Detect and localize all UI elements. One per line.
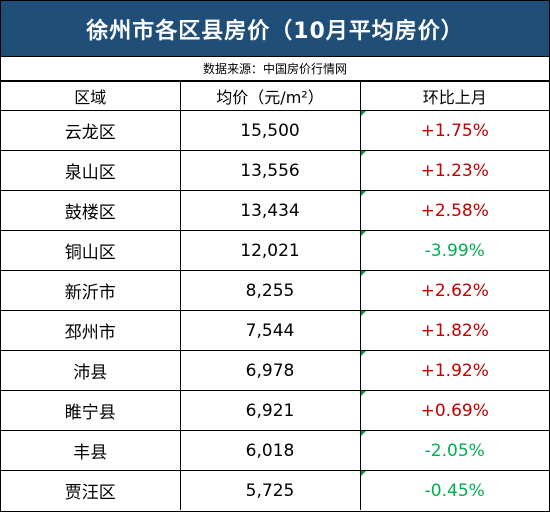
district-cell: 邳州市 — [1, 310, 181, 351]
table-title: 徐州市各区县房价（10月平均房价） — [1, 1, 549, 57]
table-row: 丰县 6,018 -2.05% — [1, 430, 549, 471]
price-table: 区域 均价（元/m²） 环比上月 云龙区 15,500 +1.75% 泉山区 1… — [1, 81, 549, 510]
price-cell: 6,018 — [179, 430, 361, 471]
change-cell: +1.82% — [359, 310, 549, 351]
price-cell: 8,255 — [179, 270, 361, 311]
table-row: 贾汪区 5,725 -0.45% — [1, 470, 549, 510]
cell-note-marker — [360, 351, 366, 356]
district-cell: 贾汪区 — [1, 470, 181, 510]
district-cell: 睢宁县 — [1, 390, 181, 431]
table-row: 云龙区 15,500 +1.75% — [1, 110, 549, 151]
price-cell: 12,021 — [179, 230, 361, 271]
table-row: 新沂市 8,255 +2.62% — [1, 270, 549, 311]
change-cell: +2.58% — [359, 190, 549, 231]
price-header: 均价（元/m²） — [179, 81, 361, 111]
change-header: 环比上月 — [359, 81, 549, 111]
cell-note-marker — [360, 231, 366, 236]
table-row: 睢宁县 6,921 +0.69% — [1, 390, 549, 431]
table-body: 云龙区 15,500 +1.75% 泉山区 13,556 +1.23% 鼓楼区 … — [1, 110, 549, 510]
price-cell: 5,725 — [179, 470, 361, 510]
change-cell: +1.23% — [359, 150, 549, 191]
header-row: 区域 均价（元/m²） 环比上月 — [1, 81, 549, 111]
change-cell: +1.75% — [359, 110, 549, 151]
cell-note-marker — [360, 431, 366, 436]
table-row: 鼓楼区 13,434 +2.58% — [1, 190, 549, 231]
district-cell: 沛县 — [1, 350, 181, 391]
table-row: 邳州市 7,544 +1.82% — [1, 310, 549, 351]
district-cell: 新沂市 — [1, 270, 181, 311]
cell-note-marker — [360, 111, 366, 116]
price-cell: 6,978 — [179, 350, 361, 391]
price-cell: 7,544 — [179, 310, 361, 351]
cell-note-marker — [360, 311, 366, 316]
table-row: 泉山区 13,556 +1.23% — [1, 150, 549, 191]
district-cell: 铜山区 — [1, 230, 181, 271]
cell-note-marker — [360, 151, 366, 156]
cell-note-marker — [360, 271, 366, 276]
price-cell: 15,500 — [179, 110, 361, 151]
change-cell: +1.92% — [359, 350, 549, 391]
change-cell: +2.62% — [359, 270, 549, 311]
change-cell: -2.05% — [359, 430, 549, 471]
table-row: 铜山区 12,021 -3.99% — [1, 230, 549, 271]
cell-note-marker — [360, 471, 366, 476]
price-cell: 13,556 — [179, 150, 361, 191]
district-cell: 泉山区 — [1, 150, 181, 191]
change-cell: -3.99% — [359, 230, 549, 271]
change-cell: +0.69% — [359, 390, 549, 431]
cell-note-marker — [360, 391, 366, 396]
change-cell: -0.45% — [359, 470, 549, 510]
district-cell: 云龙区 — [1, 110, 181, 151]
price-cell: 13,434 — [179, 190, 361, 231]
district-header: 区域 — [1, 81, 181, 111]
price-cell: 6,921 — [179, 390, 361, 431]
table-row: 沛县 6,978 +1.92% — [1, 350, 549, 391]
data-source: 数据来源：中国房价行情网 — [1, 57, 549, 81]
district-cell: 鼓楼区 — [1, 190, 181, 231]
cell-note-marker — [360, 191, 366, 196]
district-cell: 丰县 — [1, 430, 181, 471]
